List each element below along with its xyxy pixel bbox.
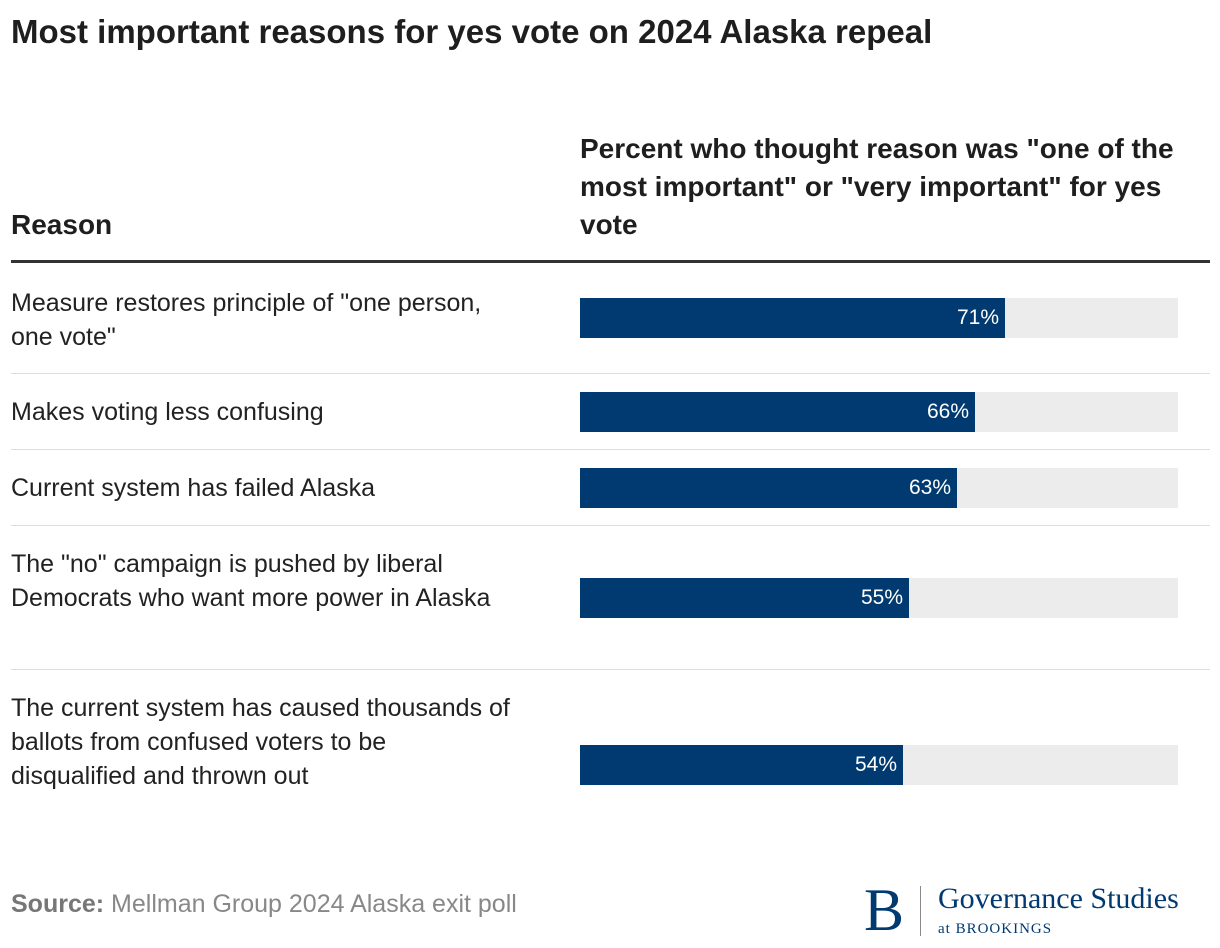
category-label: Measure restores principle of "one perso… [11,289,482,351]
bar-track: 66% [580,392,1178,432]
logo-divider [920,886,921,936]
bar-track: 55% [580,578,1178,618]
chart-row: Current system has failed Alaska 63% [11,450,1210,526]
chart-row: The "no" campaign is pushed by liberal D… [11,526,1210,670]
row-divider [11,449,1210,450]
bar-value-label: 55% [860,586,903,609]
bar-track: 63% [580,468,1178,508]
reason-column-header: Reason [11,209,113,240]
chart-row: The current system has caused thousands … [11,670,1210,860]
category-label: Makes voting less confusing [11,398,324,426]
row-divider [11,373,1210,374]
source-label: Source: [11,890,105,918]
row-divider [11,669,1210,670]
brookings-b-mark: B [864,877,905,943]
bar: 55% [580,578,909,618]
value-column-header: Percent who thought reason was "one of t… [580,133,1174,240]
category-label: Current system has failed Alaska [11,474,376,502]
logo-governance-studies: Governance Studies [938,882,1179,915]
chart-row: Makes voting less confusing 66% [11,374,1210,450]
bar-value-label: 54% [854,753,897,776]
bar: 71% [580,298,1005,338]
chart-row: Measure restores principle of "one perso… [11,263,1210,374]
category-label: The "no" campaign is pushed by liberal D… [11,550,491,612]
bar-track: 71% [580,298,1178,338]
brookings-logo: B Governance Studies at BROOKINGS [862,878,1212,942]
source-note: Source: Mellman Group 2024 Alaska exit p… [11,886,517,922]
source-text: Mellman Group 2024 Alaska exit poll [111,890,517,918]
bar: 63% [580,468,957,508]
bar-track: 54% [580,745,1178,785]
chart-title: Most important reasons for yes vote on 2… [11,13,933,50]
bar-value-label: 71% [956,306,999,329]
category-label: The current system has caused thousands … [11,694,510,790]
bar-value-label: 63% [908,476,951,499]
header-divider [11,260,1210,263]
bar: 66% [580,392,975,432]
bar-value-label: 66% [926,400,969,423]
bar: 54% [580,745,903,785]
logo-at-brookings: at BROOKINGS [938,921,1053,937]
row-divider [11,525,1210,526]
